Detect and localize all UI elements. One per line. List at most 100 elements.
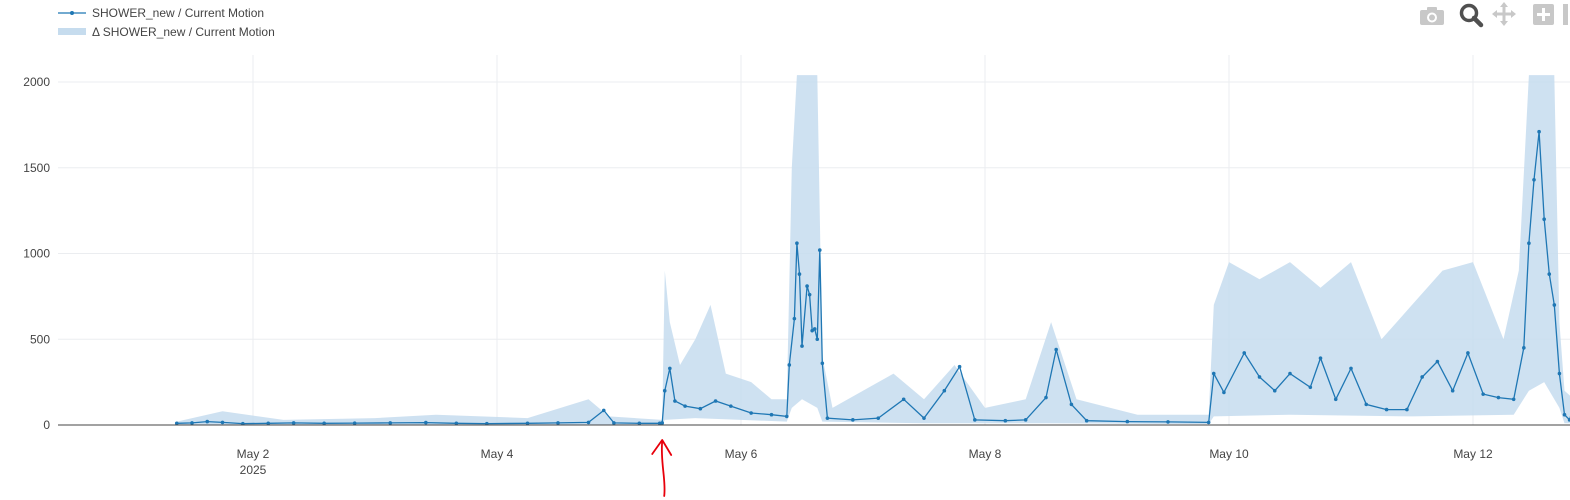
- legend-item-line[interactable]: SHOWER_new / Current Motion: [58, 6, 264, 20]
- data-point: [795, 241, 799, 246]
- x-tick-label: May 10: [1209, 447, 1249, 461]
- data-point: [1211, 371, 1216, 376]
- data-point: [174, 421, 179, 426]
- y-tick-label: 0: [43, 418, 50, 432]
- data-point: [1557, 371, 1562, 376]
- data-point: [1384, 407, 1389, 412]
- data-point: [815, 337, 820, 342]
- data-point: [901, 397, 906, 402]
- data-point: [1527, 241, 1531, 246]
- data-point: [291, 421, 296, 425]
- series-line: [176, 131, 1570, 425]
- data-point: [807, 292, 812, 297]
- camera-icon[interactable]: [1420, 7, 1444, 25]
- data-point: [1023, 418, 1028, 422]
- data-point: [698, 406, 703, 411]
- data-point: [797, 272, 802, 276]
- data-point: [787, 363, 792, 367]
- data-point: [1054, 347, 1058, 352]
- data-point: [1547, 272, 1552, 276]
- modebar: [1420, 2, 1568, 28]
- x-tick-label: May 6: [725, 447, 758, 461]
- data-point: [1257, 375, 1262, 379]
- data-point: [1044, 395, 1048, 400]
- data-point: [1222, 390, 1226, 395]
- zoom-in-icon[interactable]: [1533, 4, 1554, 25]
- data-point: [1206, 420, 1211, 425]
- data-point: [825, 416, 830, 420]
- data-point: [973, 418, 977, 422]
- data-point: [1552, 303, 1557, 307]
- data-point: [1532, 177, 1536, 182]
- data-point: [957, 364, 962, 369]
- y-tick-label: 500: [30, 332, 50, 346]
- data-point: [784, 414, 789, 419]
- data-point: [1466, 351, 1470, 355]
- x-tick-label: May 12: [1453, 447, 1493, 461]
- x-tick-label: May 8: [969, 447, 1002, 461]
- data-point: [1084, 418, 1089, 423]
- data-point: [1435, 359, 1440, 364]
- data-point: [1272, 388, 1277, 393]
- legend[interactable]: SHOWER_new / Current Motion Δ SHOWER_new…: [58, 6, 275, 39]
- data-point: [1511, 397, 1516, 402]
- data-point: [817, 248, 822, 252]
- legend-label-band: Δ SHOWER_new / Current Motion: [92, 25, 275, 39]
- data-point: [190, 421, 194, 425]
- data-point: [205, 419, 210, 424]
- data-point: [1481, 392, 1485, 396]
- data-point: [876, 416, 881, 420]
- y-axis-ticks: 0 500 1000 1500 2000: [23, 75, 50, 432]
- legend-item-band[interactable]: Δ SHOWER_new / Current Motion: [58, 25, 275, 39]
- data-point: [556, 421, 560, 425]
- data-point: [1125, 419, 1130, 424]
- legend-label-line: SHOWER_new / Current Motion: [92, 6, 264, 20]
- data-point: [266, 421, 271, 426]
- modebar-overflow-edge: [1563, 4, 1568, 25]
- y-tick-label: 2000: [23, 75, 50, 89]
- data-point: [851, 418, 855, 422]
- pan-icon[interactable]: [1492, 2, 1516, 26]
- data-point: [1537, 129, 1541, 134]
- data-point: [1242, 351, 1247, 355]
- data-point: [805, 284, 809, 288]
- data-point: [662, 388, 667, 393]
- data-point: [1562, 412, 1567, 417]
- data-point: [769, 412, 774, 417]
- data-point: [220, 420, 225, 425]
- x-tick-label: May 4: [481, 447, 514, 461]
- data-point: [1567, 418, 1570, 422]
- data-point: [749, 411, 753, 415]
- data-point: [820, 361, 825, 366]
- data-point: [637, 421, 642, 426]
- data-point: [792, 316, 797, 321]
- zoom-icon[interactable]: [1459, 3, 1484, 28]
- data-point: [683, 404, 687, 408]
- data-point: [713, 399, 718, 403]
- data-point: [668, 366, 672, 371]
- band-series: [176, 75, 1570, 425]
- data-point: [1420, 375, 1424, 379]
- data-point: [388, 421, 393, 425]
- data-point: [1166, 420, 1170, 424]
- x-axis-ticks: May 2 2025 May 4 May 6 May 8 May 10 May 12: [237, 447, 1493, 477]
- data-point: [1364, 402, 1369, 407]
- annotation-arrow: [651, 439, 673, 497]
- data-point: [1308, 385, 1313, 390]
- data-point: [922, 416, 926, 420]
- data-point: [660, 421, 665, 425]
- x-tick-sublabel: 2025: [240, 463, 267, 477]
- data-point: [1069, 402, 1074, 407]
- data-point: [810, 328, 814, 333]
- data-point: [800, 344, 804, 348]
- data-point: [1522, 346, 1526, 350]
- data-point: [1288, 371, 1292, 376]
- data-point: [1333, 397, 1338, 402]
- data-point: [1496, 395, 1501, 400]
- data-point: [424, 420, 428, 425]
- data-point: [1405, 407, 1409, 412]
- y-tick-label: 1500: [23, 161, 50, 175]
- data-point: [525, 421, 530, 426]
- data-point: [729, 404, 733, 408]
